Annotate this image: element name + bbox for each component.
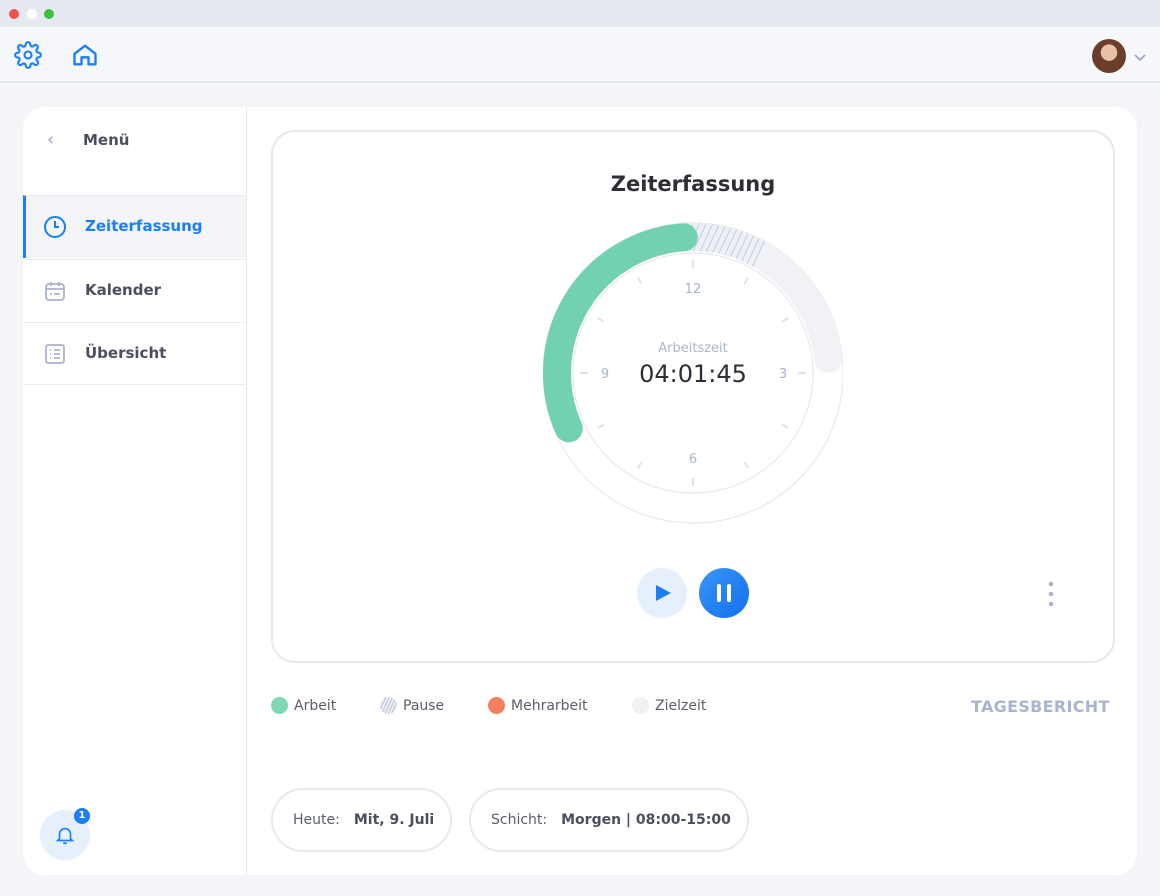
user-avatar[interactable] — [1092, 39, 1126, 73]
menu-title: Menü — [83, 131, 130, 149]
more-options-icon[interactable] — [1047, 580, 1055, 608]
hour-label-12: 12 — [685, 282, 702, 297]
tick-mark — [597, 317, 605, 323]
notification-badge: 1 — [74, 808, 90, 824]
sidebar-item-label: Übersicht — [85, 344, 167, 362]
legend-zielzeit: Zielzeit — [632, 697, 706, 714]
tick-mark — [743, 461, 749, 469]
tick-mark — [597, 423, 605, 429]
maximize-window-button[interactable] — [44, 9, 54, 19]
zielzeit-swatch — [632, 697, 649, 714]
mehrarbeit-swatch — [488, 697, 505, 714]
window-titlebar — [0, 0, 1160, 27]
tick-mark — [781, 317, 789, 323]
hour-label-9: 9 — [601, 367, 609, 382]
tick-mark — [637, 277, 643, 285]
tick-mark — [743, 277, 749, 285]
tick-mark — [781, 423, 789, 429]
clock-dial: 12 3 6 9 Arbeitszeit 04:01:45 — [543, 222, 843, 524]
inner-face — [572, 252, 814, 494]
today-pill: Heute: Mit, 9. Juli — [271, 788, 452, 852]
today-value: Mit, 9. Juli — [353, 812, 435, 828]
hour-label-3: 3 — [779, 367, 787, 382]
close-window-button[interactable] — [9, 9, 19, 19]
clock-icon — [44, 216, 66, 238]
legend-label: Arbeit — [294, 697, 337, 714]
hour-label-6: 6 — [689, 452, 697, 467]
pause-icon — [717, 584, 731, 602]
sidebar-item-label: Kalender — [85, 281, 162, 299]
daily-report-link[interactable]: TAGESBERICHT — [971, 697, 1110, 716]
legend-label: Mehrarbeit — [511, 697, 588, 714]
bell-icon — [55, 827, 75, 845]
top-bar — [0, 27, 1160, 83]
legend-pause: Pause — [380, 697, 444, 714]
play-icon — [656, 585, 671, 601]
calendar-icon — [45, 282, 65, 301]
home-icon[interactable] — [71, 41, 99, 69]
shift-value: Morgen | 08:00-15:00 — [561, 812, 731, 828]
play-button[interactable] — [637, 568, 687, 618]
pause-swatch — [380, 697, 397, 714]
tick-mark — [637, 461, 643, 469]
gear-icon[interactable] — [14, 41, 42, 69]
working-time-value: 04:01:45 — [639, 360, 747, 388]
pause-button[interactable] — [699, 568, 749, 618]
sidebar-item-zeiterfassung[interactable]: Zeiterfassung — [23, 195, 246, 258]
today-label: Heute: — [293, 812, 340, 828]
minimize-window-button[interactable] — [27, 9, 37, 19]
chevron-down-icon[interactable] — [1134, 54, 1146, 62]
main-card: ‹ Menü Zeiterfassung Kalender Übersicht … — [23, 107, 1137, 875]
legend-arbeit: Arbeit — [271, 697, 336, 714]
chevron-left-icon[interactable]: ‹ — [47, 129, 55, 150]
sidebar-item-label: Zeiterfassung — [85, 217, 203, 235]
list-icon — [45, 344, 65, 364]
sidebar-item-kalender[interactable]: Kalender — [23, 259, 246, 322]
legend-mehrarbeit: Mehrarbeit — [488, 697, 588, 714]
arbeit-swatch — [271, 697, 288, 714]
legend-label: Pause — [403, 697, 445, 714]
working-time-label: Arbeitszeit — [658, 341, 728, 356]
shift-label: Schicht: — [491, 812, 548, 828]
shift-pill: Schicht: Morgen | 08:00-15:00 — [469, 788, 749, 852]
sidebar: ‹ Menü Zeiterfassung Kalender Übersicht … — [23, 107, 247, 875]
menu-header: ‹ Menü — [23, 107, 246, 195]
time-tracking-panel: Zeiterfassung 12 3 6 9 Arbeitszeit 04:01… — [271, 130, 1115, 663]
work-arc — [543, 223, 698, 443]
legend-label: Zielzeit — [655, 697, 707, 714]
panel-title: Zeiterfassung — [610, 172, 776, 196]
sidebar-item-uebersicht[interactable]: Übersicht — [23, 322, 246, 385]
clock-ticks — [580, 260, 806, 486]
